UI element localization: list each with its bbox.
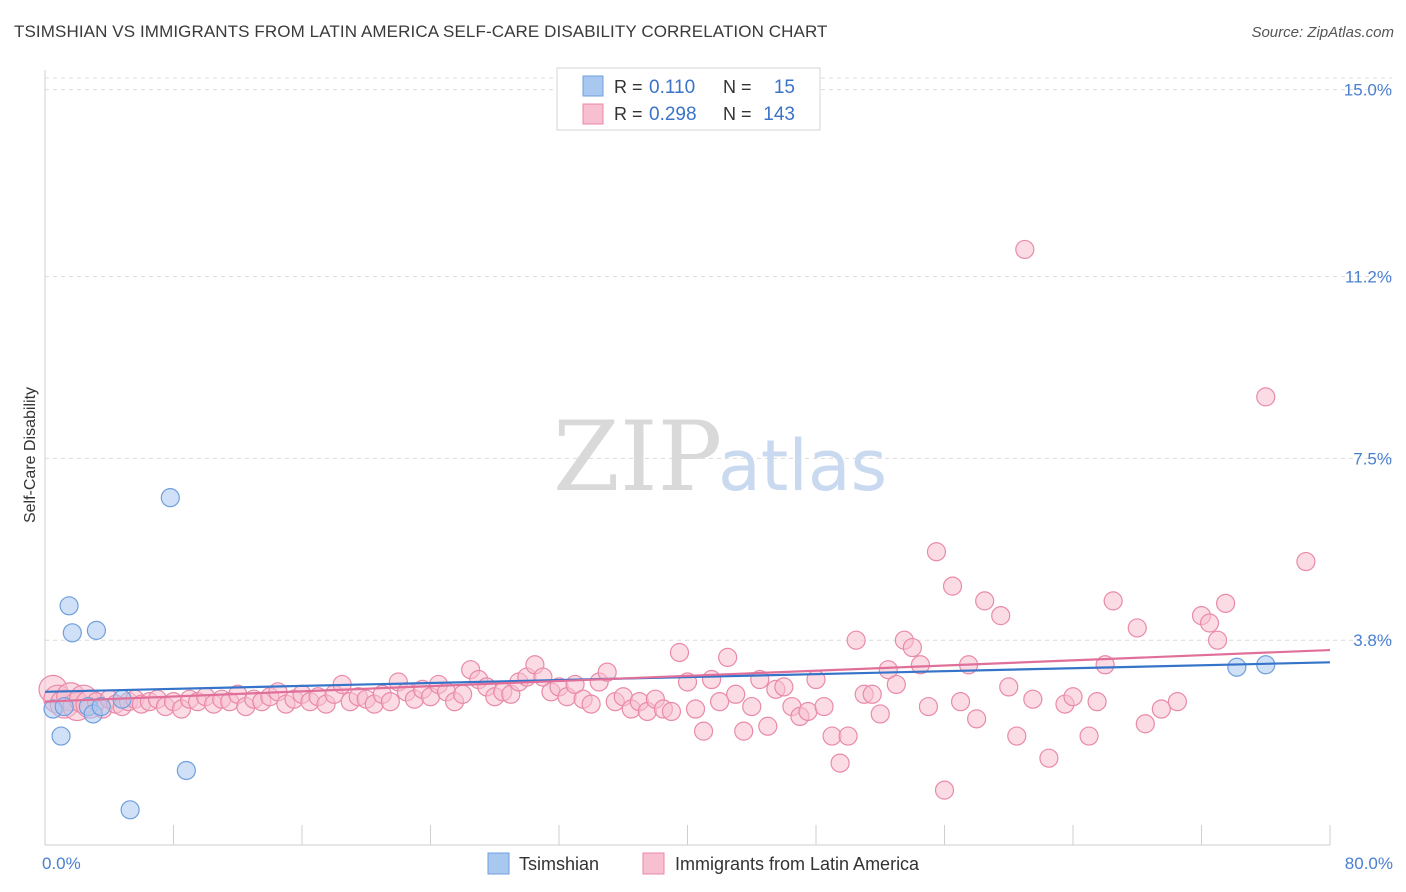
immigrants-point bbox=[1087, 692, 1107, 712]
immigrants-point bbox=[774, 677, 794, 697]
legend-top-r-label-1: R = bbox=[614, 77, 643, 97]
y-tick-label: 15.0% bbox=[1344, 81, 1392, 100]
watermark: ZIP atlas bbox=[553, 401, 887, 513]
immigrants-point bbox=[1167, 692, 1188, 712]
immigrants-point bbox=[870, 704, 890, 724]
immigrants-point bbox=[991, 606, 1011, 626]
tsimshian-point bbox=[59, 596, 79, 616]
immigrants-point bbox=[878, 660, 898, 680]
immigrants-point bbox=[814, 696, 834, 717]
tsimshian-point bbox=[51, 726, 71, 746]
y-tick-label: 11.2% bbox=[1345, 267, 1392, 286]
grid-layer bbox=[45, 77, 1392, 641]
tick-labels: 3.8% 7.5% 11.2% 15.0% 0.0% 80.0% bbox=[42, 81, 1393, 873]
immigrants-point bbox=[693, 721, 714, 741]
immigrants-point bbox=[1007, 726, 1027, 746]
tsimshian-point bbox=[86, 620, 107, 640]
immigrants-point bbox=[726, 684, 746, 704]
watermark-zip: ZIP bbox=[553, 401, 722, 513]
x-tick-label: 80.0% bbox=[1345, 854, 1393, 873]
x-tick-label: 0.0% bbox=[42, 854, 81, 873]
legend-bottom-label-immigrants: Immigrants from Latin America bbox=[675, 854, 920, 874]
immigrants-point bbox=[934, 780, 955, 800]
legend-top-swatch-immigrants bbox=[582, 103, 604, 125]
immigrants-point bbox=[1063, 687, 1083, 707]
immigrants-point bbox=[718, 647, 738, 668]
immigrants-point bbox=[910, 655, 931, 675]
axes-layer bbox=[44, 70, 1331, 846]
immigrants-point bbox=[1296, 551, 1316, 572]
legend-top-n-value-2: 143 bbox=[763, 104, 795, 125]
legend-top-r-label-2: R = bbox=[614, 104, 643, 124]
immigrants-trend-line bbox=[44, 648, 1331, 703]
immigrants-point bbox=[1015, 239, 1035, 260]
legend-top-n-value-1: 15 bbox=[774, 77, 795, 98]
tsimshian-point bbox=[1227, 657, 1247, 677]
trend-layer bbox=[44, 648, 1331, 703]
tsimshian-trend-line bbox=[44, 661, 1331, 693]
immigrants-point bbox=[967, 709, 987, 729]
chart-title: TSIMSHIAN VS IMMIGRANTS FROM LATIN AMERI… bbox=[14, 22, 828, 41]
tsimshian-point bbox=[176, 760, 196, 781]
immigrants-point bbox=[798, 701, 818, 722]
immigrants-point bbox=[661, 701, 682, 722]
immigrants-point bbox=[669, 642, 690, 663]
legend-top-r-value-1: 0.110 bbox=[649, 77, 695, 98]
immigrants-point bbox=[1103, 591, 1123, 611]
immigrants-point bbox=[1023, 689, 1043, 709]
immigrants-point bbox=[1207, 630, 1228, 650]
watermark-atlas: atlas bbox=[718, 425, 887, 507]
immigrants-point bbox=[1135, 714, 1155, 734]
legend-top-n-label-2: N = bbox=[723, 104, 752, 124]
immigrants-point bbox=[1256, 387, 1276, 407]
legend-top: R = 0.110 N = 15 R = 0.298 N = 143 bbox=[556, 67, 821, 131]
immigrants-point bbox=[734, 721, 754, 741]
immigrants-point bbox=[822, 726, 842, 746]
immigrants-point bbox=[1079, 726, 1099, 746]
tsimshian-point bbox=[91, 696, 111, 717]
immigrants-point bbox=[1151, 699, 1171, 719]
immigrants-point bbox=[685, 699, 706, 719]
legend-bottom: Tsimshian Immigrants from Latin America bbox=[487, 852, 920, 875]
immigrants-point bbox=[710, 692, 730, 712]
tsimshian-point bbox=[120, 800, 140, 820]
immigrants-point bbox=[926, 542, 947, 562]
immigrants-point bbox=[862, 684, 882, 704]
immigrants-point bbox=[453, 684, 473, 704]
immigrants-point bbox=[1127, 618, 1147, 638]
immigrants-point bbox=[838, 726, 858, 746]
legend-bottom-label-tsimshian: Tsimshian bbox=[519, 854, 599, 874]
legend-top-r-value-2: 0.298 bbox=[649, 104, 697, 125]
immigrants-point bbox=[758, 716, 778, 736]
immigrants-point bbox=[846, 630, 866, 650]
immigrants-point bbox=[975, 591, 995, 611]
immigrants-point bbox=[999, 677, 1019, 697]
immigrants-point bbox=[1199, 613, 1220, 633]
legend-top-n-label-1: N = bbox=[723, 77, 752, 97]
legend-top-swatch-tsimshian bbox=[582, 75, 604, 97]
immigrants-point bbox=[701, 669, 722, 690]
chart-source: Source: ZipAtlas.com bbox=[1251, 24, 1394, 41]
immigrants-point bbox=[1039, 748, 1059, 768]
immigrants-point bbox=[918, 696, 939, 717]
immigrants-point bbox=[902, 637, 922, 658]
y-tick-label: 7.5% bbox=[1353, 449, 1392, 468]
tsimshian-point bbox=[62, 623, 82, 643]
immigrants-point bbox=[380, 692, 400, 712]
immigrants-point bbox=[886, 674, 906, 695]
immigrants-point bbox=[581, 694, 601, 714]
y-tick-label: 3.8% bbox=[1353, 631, 1392, 650]
immigrants-point bbox=[597, 662, 617, 682]
tsimshian-point bbox=[160, 488, 180, 508]
points-layer bbox=[38, 239, 1316, 820]
immigrants-point bbox=[1215, 593, 1236, 613]
immigrants-point bbox=[742, 696, 762, 717]
legend-bottom-swatch-tsimshian bbox=[487, 852, 510, 875]
immigrants-point bbox=[942, 576, 963, 596]
immigrants-point bbox=[830, 753, 850, 773]
immigrants-point bbox=[950, 692, 971, 712]
legend-bottom-swatch-immigrants bbox=[642, 852, 665, 875]
y-axis-label: Self-Care Disability bbox=[22, 387, 39, 523]
